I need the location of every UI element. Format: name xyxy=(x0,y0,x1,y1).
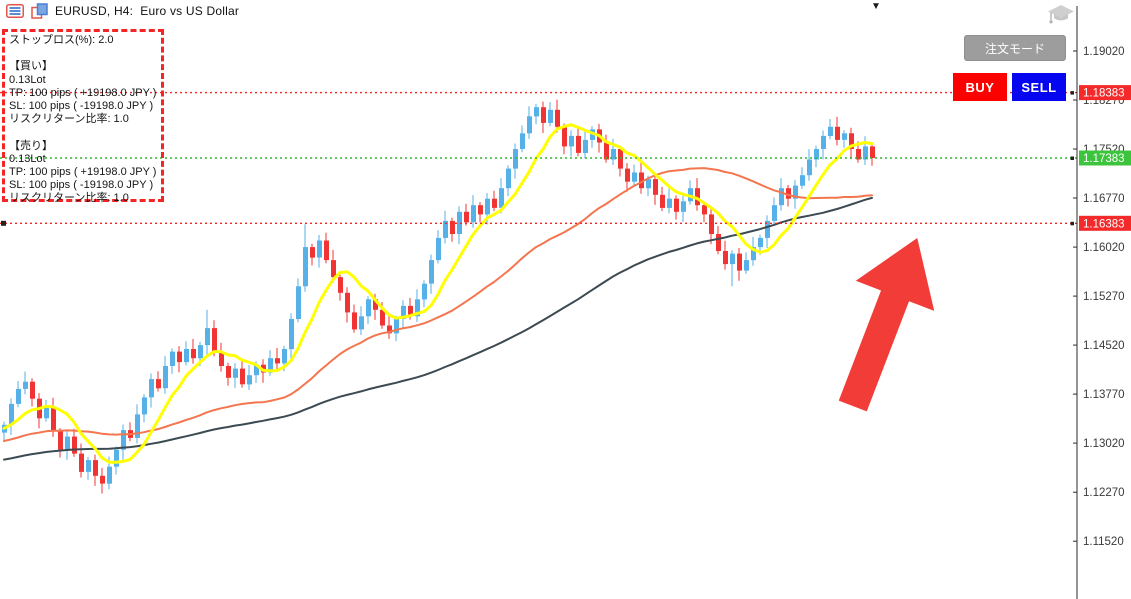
collapse-triangle-icon[interactable]: ▼ xyxy=(871,1,881,12)
axis-tick-label: 1.19020 xyxy=(1083,46,1125,58)
panel-line: SL: 100 pips ( -19198.0 JPY ) xyxy=(9,179,154,192)
chart-title-bar: EURUSD, H4: Euro vs US Dollar xyxy=(6,3,239,19)
axis-tick-label: 1.16770 xyxy=(1083,193,1125,205)
take-profit-line-badge xyxy=(1079,85,1131,101)
panel-line: SL: 100 pips ( -19198.0 JPY ) xyxy=(9,100,154,113)
panel-line: 0.13Lot xyxy=(9,73,46,86)
mid-ma-line xyxy=(3,167,873,442)
candlesticks xyxy=(2,99,875,494)
current-price-line-badge-label: 1.17383 xyxy=(1083,153,1125,165)
axis-tick-label: 1.13020 xyxy=(1083,438,1125,450)
stop-loss-line-badge xyxy=(1079,215,1131,231)
stop-loss-line-badge-label: 1.16383 xyxy=(1083,218,1125,230)
panel-line xyxy=(9,126,161,139)
order-mode-button[interactable]: 注文モード xyxy=(964,35,1066,61)
panel-line: 【買い】 xyxy=(9,60,53,73)
sell-button[interactable]: SELL xyxy=(1012,73,1066,101)
axis-tick-label: 1.14520 xyxy=(1083,340,1125,352)
panel-line: ストップロス(%): 2.0 xyxy=(9,34,114,46)
axis-tick-label: 1.11520 xyxy=(1083,536,1124,548)
chart-list-icon[interactable] xyxy=(6,4,24,18)
axis-tick-label: 1.12270 xyxy=(1083,487,1125,499)
panel-line: TP: 100 pips ( +19198.0 JPY ) xyxy=(9,166,157,179)
strategy-panel: ストップロス(%): 2.0 【買い】 0.13Lot TP: 100 pips (… xyxy=(2,29,164,205)
trend-arrow-annotation xyxy=(838,237,935,412)
fast-ma-line xyxy=(2,123,874,464)
take-profit-line-badge-label: 1.18383 xyxy=(1083,88,1125,100)
axis-tick-label: 1.15270 xyxy=(1083,291,1125,303)
current-price-line-badge xyxy=(1079,150,1131,166)
panel-line: TP: 100 pips ( +19198.0 JPY ) xyxy=(9,86,157,99)
panel-line: リスクリターン比率: 1.0 xyxy=(9,113,129,126)
axis-tick-label: 1.16020 xyxy=(1083,242,1125,254)
stop-loss-line-left-marker[interactable] xyxy=(1,220,6,226)
chart-windows-icon[interactable] xyxy=(31,3,48,19)
panel-line: 【売り】 xyxy=(9,139,53,152)
panel-line: リスクリターン比率: 1.0 xyxy=(9,192,129,205)
slow-ma-line xyxy=(3,196,873,461)
panel-line: 0.13Lot xyxy=(9,152,46,165)
graduation-cap-icon[interactable] xyxy=(1047,3,1075,26)
axis-tick-label: 1.13770 xyxy=(1083,389,1125,401)
price-axis: 1.190201.182701.175201.167701.160201.152… xyxy=(1070,6,1131,599)
panel-line xyxy=(9,47,161,60)
chart-symbol-title: EURUSD, H4: Euro vs US Dollar xyxy=(55,4,240,18)
buy-button[interactable]: BUY xyxy=(953,73,1007,101)
